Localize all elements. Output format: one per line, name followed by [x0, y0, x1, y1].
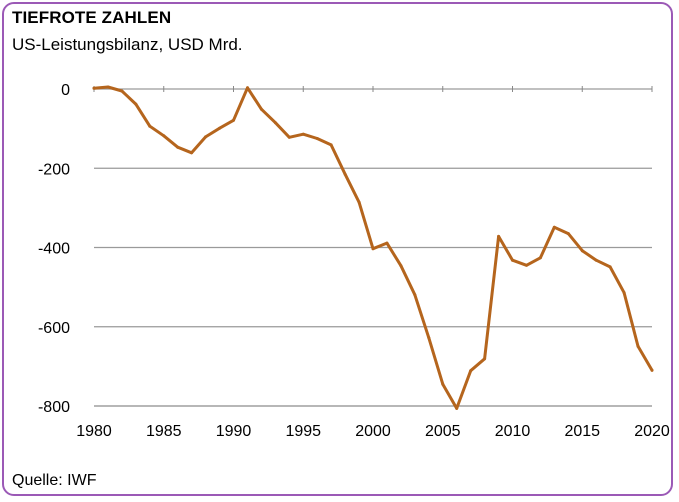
- chart-subtitle: US-Leistungsbilanz, USD Mrd.: [12, 35, 243, 54]
- x-tick-label: 1995: [285, 423, 321, 440]
- data-point: [190, 151, 194, 155]
- data-point: [134, 102, 138, 106]
- data-point: [371, 247, 375, 251]
- data-point: [273, 121, 277, 125]
- series-layer: [92, 85, 654, 410]
- data-point: [343, 172, 347, 176]
- data-point: [525, 263, 528, 267]
- data-point: [483, 357, 487, 361]
- x-tick-label: 1990: [216, 423, 252, 440]
- y-tick-label: 0: [61, 82, 70, 99]
- data-point: [315, 137, 319, 140]
- data-point: [246, 86, 249, 90]
- data-point: [176, 145, 180, 149]
- source-note: Quelle: IWF: [12, 472, 97, 489]
- y-tick-label: -400: [38, 241, 70, 258]
- x-tick-label: 2015: [564, 423, 600, 440]
- data-point: [385, 241, 389, 245]
- data-point: [427, 336, 431, 340]
- data-point: [511, 258, 514, 262]
- data-point: [622, 291, 626, 295]
- data-point: [636, 344, 640, 348]
- data-point: [301, 132, 305, 136]
- data-point: [120, 89, 124, 93]
- data-point: [329, 143, 333, 147]
- x-tick-label: 2000: [355, 423, 391, 440]
- data-point: [232, 118, 235, 122]
- chart-frame: [2, 2, 673, 496]
- data-point: [357, 200, 361, 204]
- data-point: [204, 135, 208, 139]
- data-point: [441, 382, 445, 386]
- y-tick-label: -600: [38, 320, 70, 337]
- data-point: [469, 369, 473, 373]
- data-point: [92, 86, 96, 90]
- data-point: [413, 293, 417, 297]
- data-point: [594, 258, 598, 262]
- data-point: [259, 107, 263, 111]
- data-point: [580, 249, 584, 253]
- data-point: [399, 264, 403, 268]
- chart-title: TIEFROTE ZAHLEN: [12, 8, 172, 27]
- data-point: [148, 124, 152, 128]
- data-point: [162, 134, 166, 138]
- data-point: [287, 135, 291, 139]
- data-point: [218, 126, 222, 130]
- tick-label-layer: 0 -200 -400 -600 -800 1980 1985 1990 1995 2000 200…: [38, 82, 670, 440]
- x-tick-label: 1985: [146, 423, 182, 440]
- x-tick-label: 2010: [495, 423, 531, 440]
- data-point: [650, 368, 654, 372]
- data-point: [552, 225, 556, 229]
- y-tick-label: -200: [38, 161, 70, 178]
- data-point: [538, 256, 542, 260]
- x-tick-label: 2005: [425, 423, 461, 440]
- x-tick-label: 2020: [634, 423, 670, 440]
- x-tick-label: 1980: [76, 423, 112, 440]
- data-point: [455, 406, 459, 410]
- y-tick-label: -800: [38, 399, 70, 416]
- data-point: [566, 232, 570, 236]
- data-point: [497, 234, 501, 238]
- data-point: [608, 265, 612, 269]
- data-point: [106, 85, 110, 89]
